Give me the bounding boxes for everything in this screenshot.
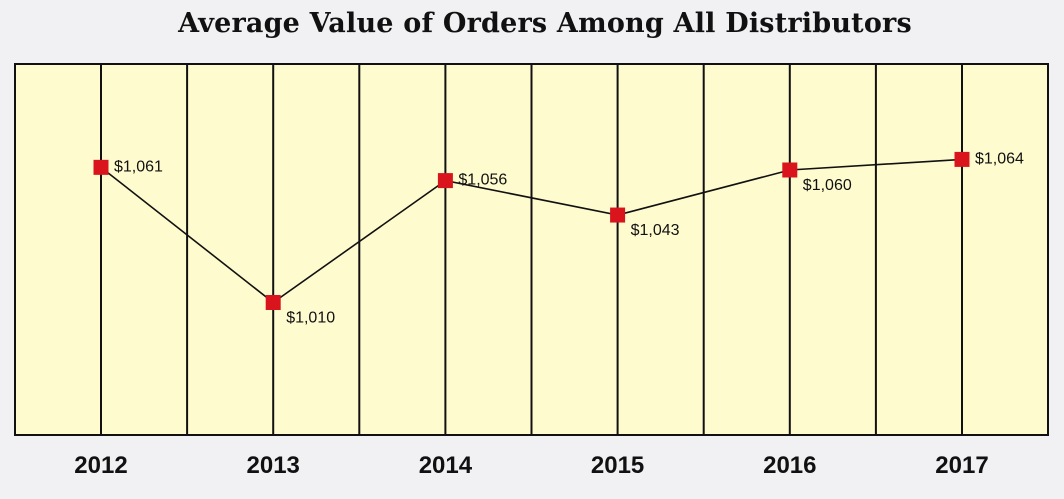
data-point-marker (610, 207, 626, 223)
x-tick-label: 2012 (74, 452, 127, 479)
data-label: $1,056 (458, 172, 507, 189)
chart-title: Average Value of Orders Among All Distri… (178, 8, 912, 39)
data-label: $1,061 (114, 158, 163, 175)
data-label: $1,043 (631, 222, 680, 239)
gridlines (100, 64, 963, 435)
data-label: $1,010 (286, 310, 335, 327)
x-tick-label: 2017 (935, 452, 988, 479)
x-axis-ticks: 2012 2013 2014 2015 2016 2017 (74, 452, 988, 479)
markers (93, 151, 970, 310)
data-point-marker (265, 295, 281, 310)
x-tick-label: 2016 (763, 452, 816, 479)
data-point-marker (93, 159, 109, 175)
data-point-marker (954, 151, 970, 167)
x-tick-label: 2013 (247, 452, 300, 479)
data-point-marker (437, 173, 453, 189)
x-tick-label: 2014 (419, 452, 473, 479)
data-label: $1,060 (803, 177, 852, 194)
data-labels: $1,061 $1,010 $1,056 $1,043 $1,060 $1,064 (114, 150, 1024, 326)
data-point-marker (782, 162, 798, 178)
x-tick-label: 2015 (591, 452, 644, 479)
data-label: $1,064 (975, 150, 1024, 167)
series-line (100, 158, 963, 304)
